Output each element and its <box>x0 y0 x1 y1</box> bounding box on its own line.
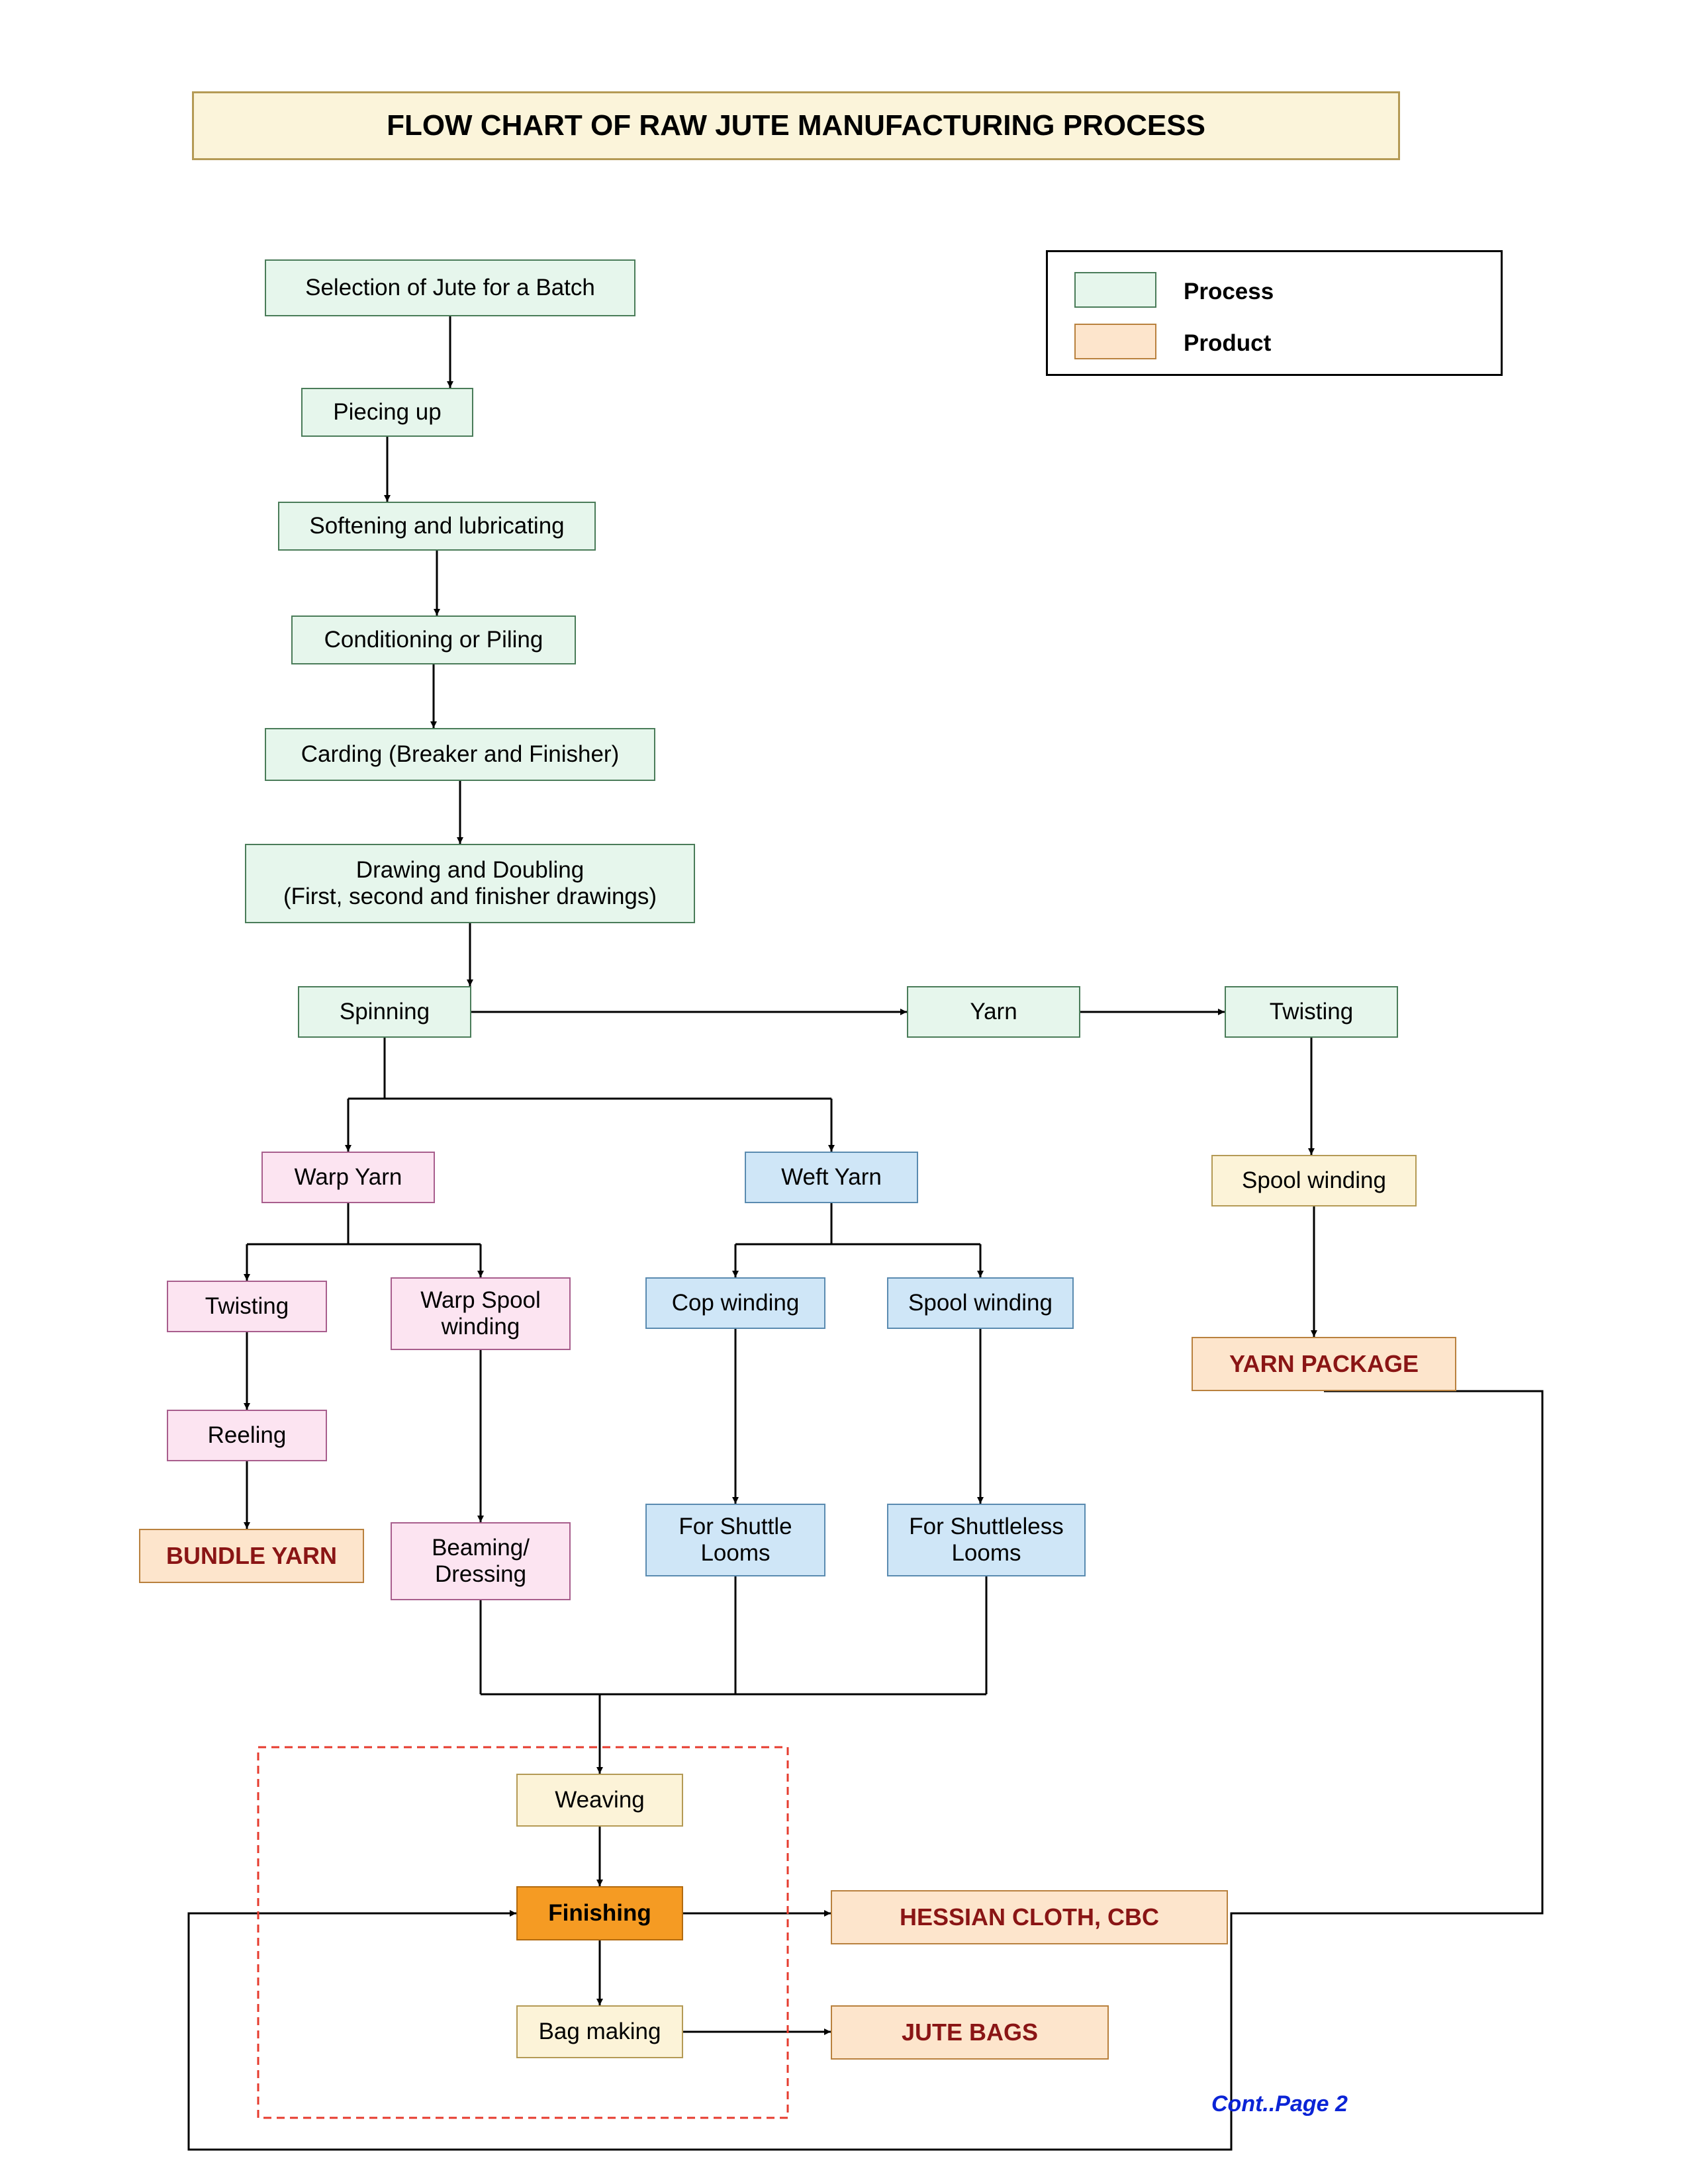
legend-label-product: Product <box>1184 330 1271 357</box>
node-weft: Weft Yarn <box>745 1152 918 1203</box>
legend-box: Process Product <box>1046 250 1503 376</box>
node-reel: Reeling <box>167 1410 327 1461</box>
node-wspool: Warp Spool winding <box>391 1277 571 1350</box>
legend-swatch-process <box>1074 272 1156 308</box>
node-warp: Warp Yarn <box>261 1152 435 1203</box>
node-noshuttle: For Shuttleless Looms <box>887 1504 1086 1576</box>
node-twist_l: Twisting <box>167 1281 327 1332</box>
node-jutebags: JUTE BAGS <box>831 2005 1109 2060</box>
node-weave: Weaving <box>516 1774 683 1827</box>
node-piece: Piecing up <box>301 388 473 437</box>
node-spoolwR: Spool winding <box>1211 1155 1417 1206</box>
chart-title: FLOW CHART OF RAW JUTE MANUFACTURING PRO… <box>192 91 1400 160</box>
node-bundle: BUNDLE YARN <box>139 1529 364 1583</box>
chart-title-text: FLOW CHART OF RAW JUTE MANUFACTURING PRO… <box>387 109 1205 143</box>
legend-label-process: Process <box>1184 279 1274 305</box>
node-draw: Drawing and Doubling (First, second and … <box>245 844 695 923</box>
node-twist_r: Twisting <box>1225 986 1398 1038</box>
node-yarnpkg: YARN PACKAGE <box>1192 1337 1456 1391</box>
node-soft: Softening and lubricating <box>278 502 596 551</box>
legend-swatch-product <box>1074 324 1156 359</box>
node-shuttle: For Shuttle Looms <box>645 1504 825 1576</box>
node-bag: Bag making <box>516 2005 683 2058</box>
flowchart-stage: { "type": "flowchart", "page": { "width"… <box>0 0 1688 2184</box>
node-spoolw: Spool winding <box>887 1277 1074 1329</box>
node-spin: Spinning <box>298 986 471 1038</box>
node-yarn: Yarn <box>907 986 1080 1038</box>
continuation-text: Cont..Page 2 <box>1211 2091 1348 2116</box>
node-select: Selection of Jute for a Batch <box>265 259 635 316</box>
node-cond: Conditioning or Piling <box>291 615 576 664</box>
node-cop: Cop winding <box>645 1277 825 1329</box>
node-card: Carding (Breaker and Finisher) <box>265 728 655 781</box>
node-beam: Beaming/ Dressing <box>391 1522 571 1600</box>
continuation-label: Cont..Page 2 <box>1211 2091 1348 2117</box>
node-hessian: HESSIAN CLOTH, CBC <box>831 1890 1228 1944</box>
node-finish: Finishing <box>516 1886 683 1940</box>
